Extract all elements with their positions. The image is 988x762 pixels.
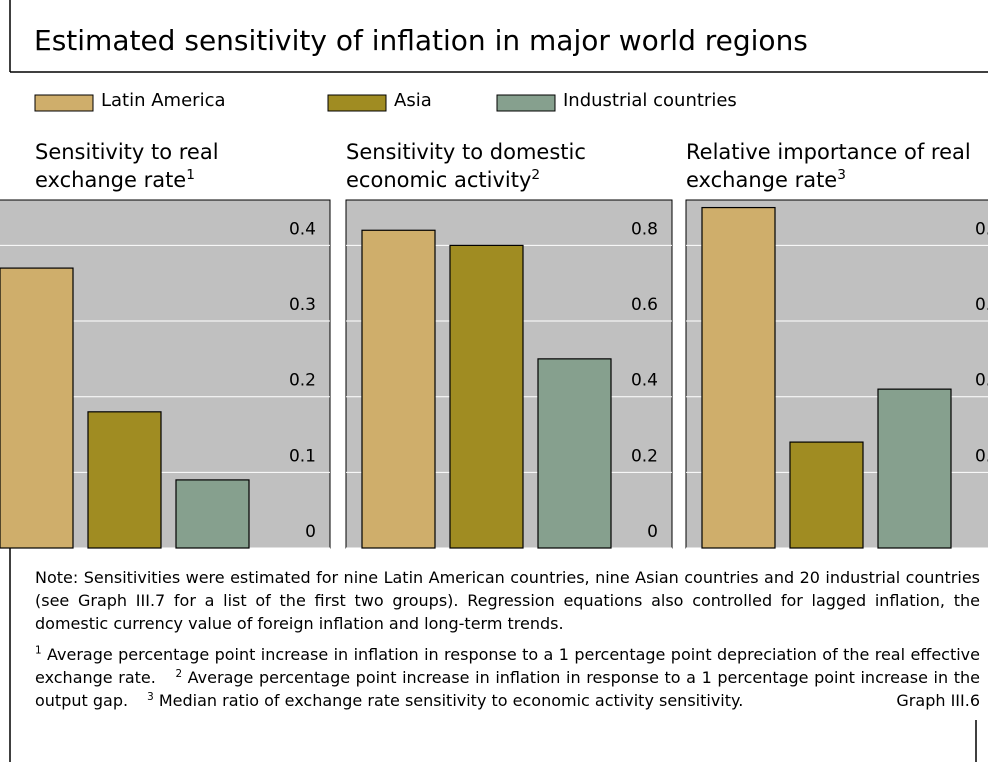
y-tick-label: 0 [647, 522, 658, 542]
footnote-marker: 2 [175, 667, 183, 680]
panel-title-note: 1 [186, 167, 195, 183]
bar [449, 244, 524, 549]
y-tick-label: 0.4 [631, 371, 658, 391]
bar [701, 206, 776, 549]
bar [789, 441, 864, 549]
legend-swatch [34, 94, 94, 112]
legend-label: Latin America [101, 90, 226, 111]
footnote-text: Median ratio of exchange rate sensitivit… [158, 691, 744, 710]
graph-label: Graph III.6 [896, 691, 980, 710]
panel-title: Relative importance of real exchange rat… [686, 138, 976, 194]
y-tick-label: 0.1 [975, 446, 988, 466]
y-tick-label: 0.4 [975, 219, 988, 239]
panel-title-text: Relative importance of real exchange rat… [686, 140, 971, 192]
bar [361, 229, 436, 549]
panel-title-note: 2 [531, 167, 541, 183]
footnote-marker: 1 [35, 644, 42, 657]
panel-title-text: Sensitivity to real exchange rate [35, 140, 219, 192]
y-tick-label: 0.4 [289, 219, 316, 239]
y-tick-label: 0.2 [289, 371, 316, 391]
y-tick-label: 0.6 [631, 295, 658, 315]
y-tick-label: 0 [305, 522, 316, 542]
bar [0, 267, 74, 549]
page-title: Estimated sensitivity of inflation in ma… [34, 24, 808, 57]
y-tick-label: 0.2 [631, 446, 658, 466]
footnote-text: Average percentage point increase in inf… [35, 645, 980, 687]
legend-swatch [496, 94, 556, 112]
footnote-marker: 3 [147, 690, 154, 703]
panel-title: Sensitivity to domestic economic activit… [346, 138, 626, 194]
panel-title-text: Sensitivity to domestic economic activit… [346, 140, 586, 192]
legend-label: Asia [394, 90, 432, 111]
y-tick-label: 0.3 [289, 295, 316, 315]
y-tick-label: 0.8 [631, 219, 658, 239]
panel-title-note: 3 [837, 167, 846, 183]
bar [87, 411, 162, 549]
footnotes: 1 Average percentage point increase in i… [35, 643, 980, 712]
legend-swatch [327, 94, 387, 112]
bar [175, 479, 250, 549]
legend-label: Industrial countries [563, 90, 737, 111]
notes: Note: Sensitivities were estimated for n… [35, 566, 980, 720]
bar [537, 358, 612, 549]
y-tick-label: 0.2 [975, 371, 988, 391]
bar [877, 388, 952, 549]
note: Note: Sensitivities were estimated for n… [35, 568, 980, 633]
panel-title: Sensitivity to real exchange rate1 [35, 138, 275, 194]
footnote-text: Average percentage point increase in inf… [35, 668, 980, 710]
y-tick-label: 0.1 [289, 446, 316, 466]
y-tick-label: 0.3 [975, 295, 988, 315]
